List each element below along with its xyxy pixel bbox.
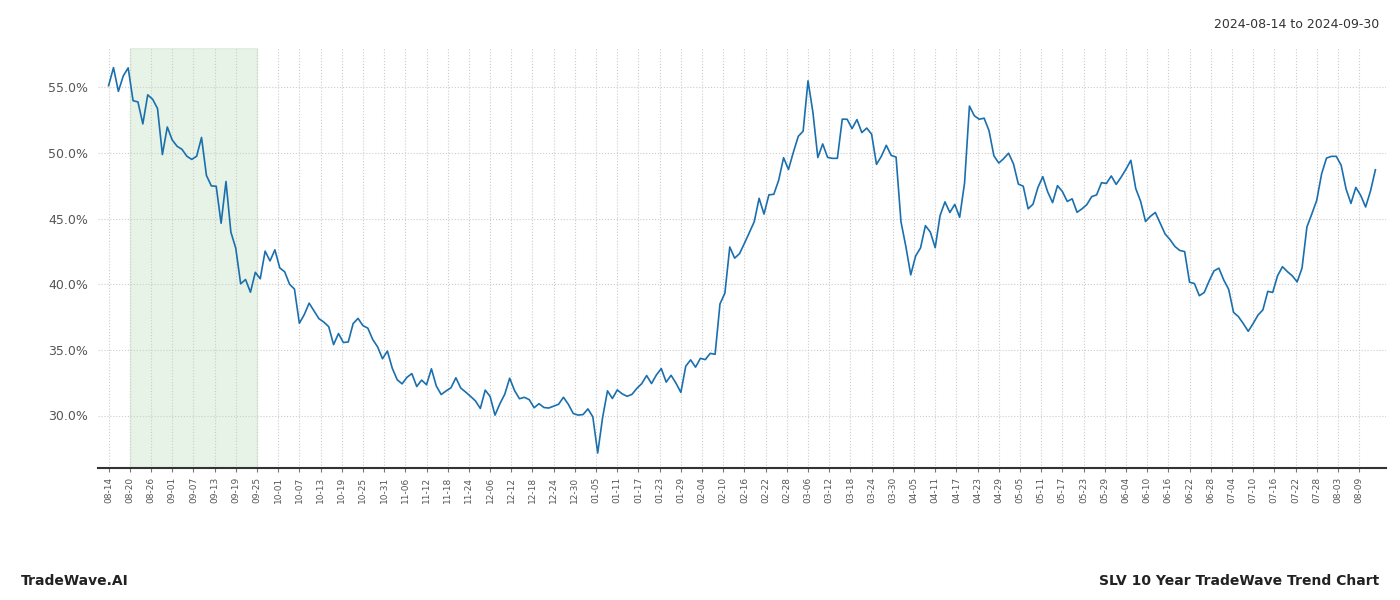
Text: 2024-08-14 to 2024-09-30: 2024-08-14 to 2024-09-30 (1214, 18, 1379, 31)
Text: SLV 10 Year TradeWave Trend Chart: SLV 10 Year TradeWave Trend Chart (1099, 574, 1379, 588)
Text: TradeWave.AI: TradeWave.AI (21, 574, 129, 588)
Bar (130, 48, 258, 468)
